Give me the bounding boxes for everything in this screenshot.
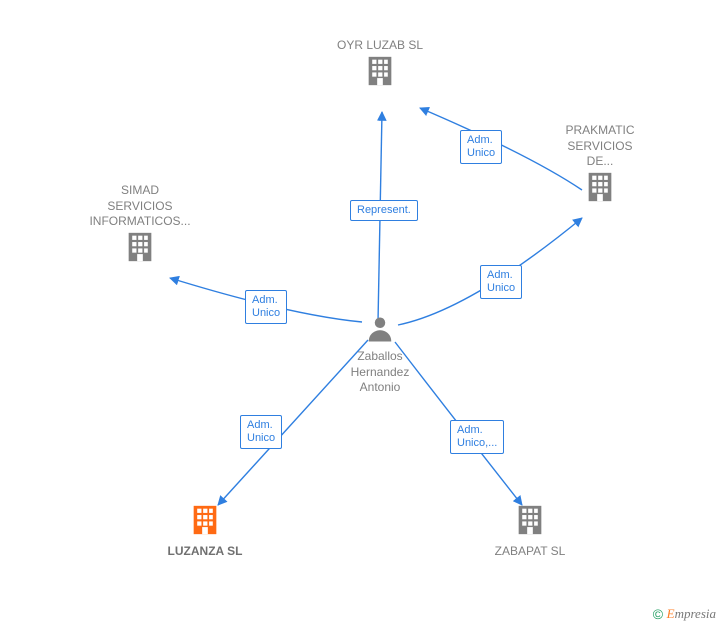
node-label: PRAKMATICSERVICIOSDE... (525, 123, 675, 170)
edge-label-person-luzanza[interactable]: Adm. Unico (240, 415, 282, 449)
node-zabapat[interactable]: ZABAPAT SL (455, 503, 605, 560)
copyright-symbol: © (653, 606, 663, 622)
edge-label-person-prakmatic[interactable]: Adm. Unico (480, 265, 522, 299)
building-icon (305, 54, 455, 91)
node-person-center[interactable]: ZaballosHernandezAntonio (330, 314, 430, 396)
building-icon (525, 170, 675, 207)
building-icon (130, 503, 280, 540)
edge-label-prakmatic-oyr[interactable]: Adm. Unico (460, 130, 502, 164)
node-label: LUZANZA SL (130, 544, 280, 560)
edge-label-person-oyr[interactable]: Represent. (350, 200, 418, 221)
node-label: ZABAPAT SL (455, 544, 605, 560)
brand-name: Empresia (667, 606, 716, 621)
edge-label-person-simad[interactable]: Adm. Unico (245, 290, 287, 324)
node-luzanza[interactable]: LUZANZA SL (130, 503, 280, 560)
building-icon (455, 503, 605, 540)
building-icon (65, 230, 215, 267)
edge-label-person-zabapat[interactable]: Adm. Unico,... (450, 420, 504, 454)
node-oyr[interactable]: OYR LUZAB SL (305, 34, 455, 91)
node-label: SIMADSERVICIOSINFORMATICOS... (65, 183, 215, 230)
node-label: ZaballosHernandezAntonio (330, 349, 430, 396)
person-icon (330, 314, 430, 347)
node-label: OYR LUZAB SL (305, 38, 455, 54)
footer-attribution: © Empresia (653, 606, 716, 622)
node-prakmatic[interactable]: PRAKMATICSERVICIOSDE... (525, 119, 675, 207)
node-simad[interactable]: SIMADSERVICIOSINFORMATICOS... (65, 179, 215, 267)
